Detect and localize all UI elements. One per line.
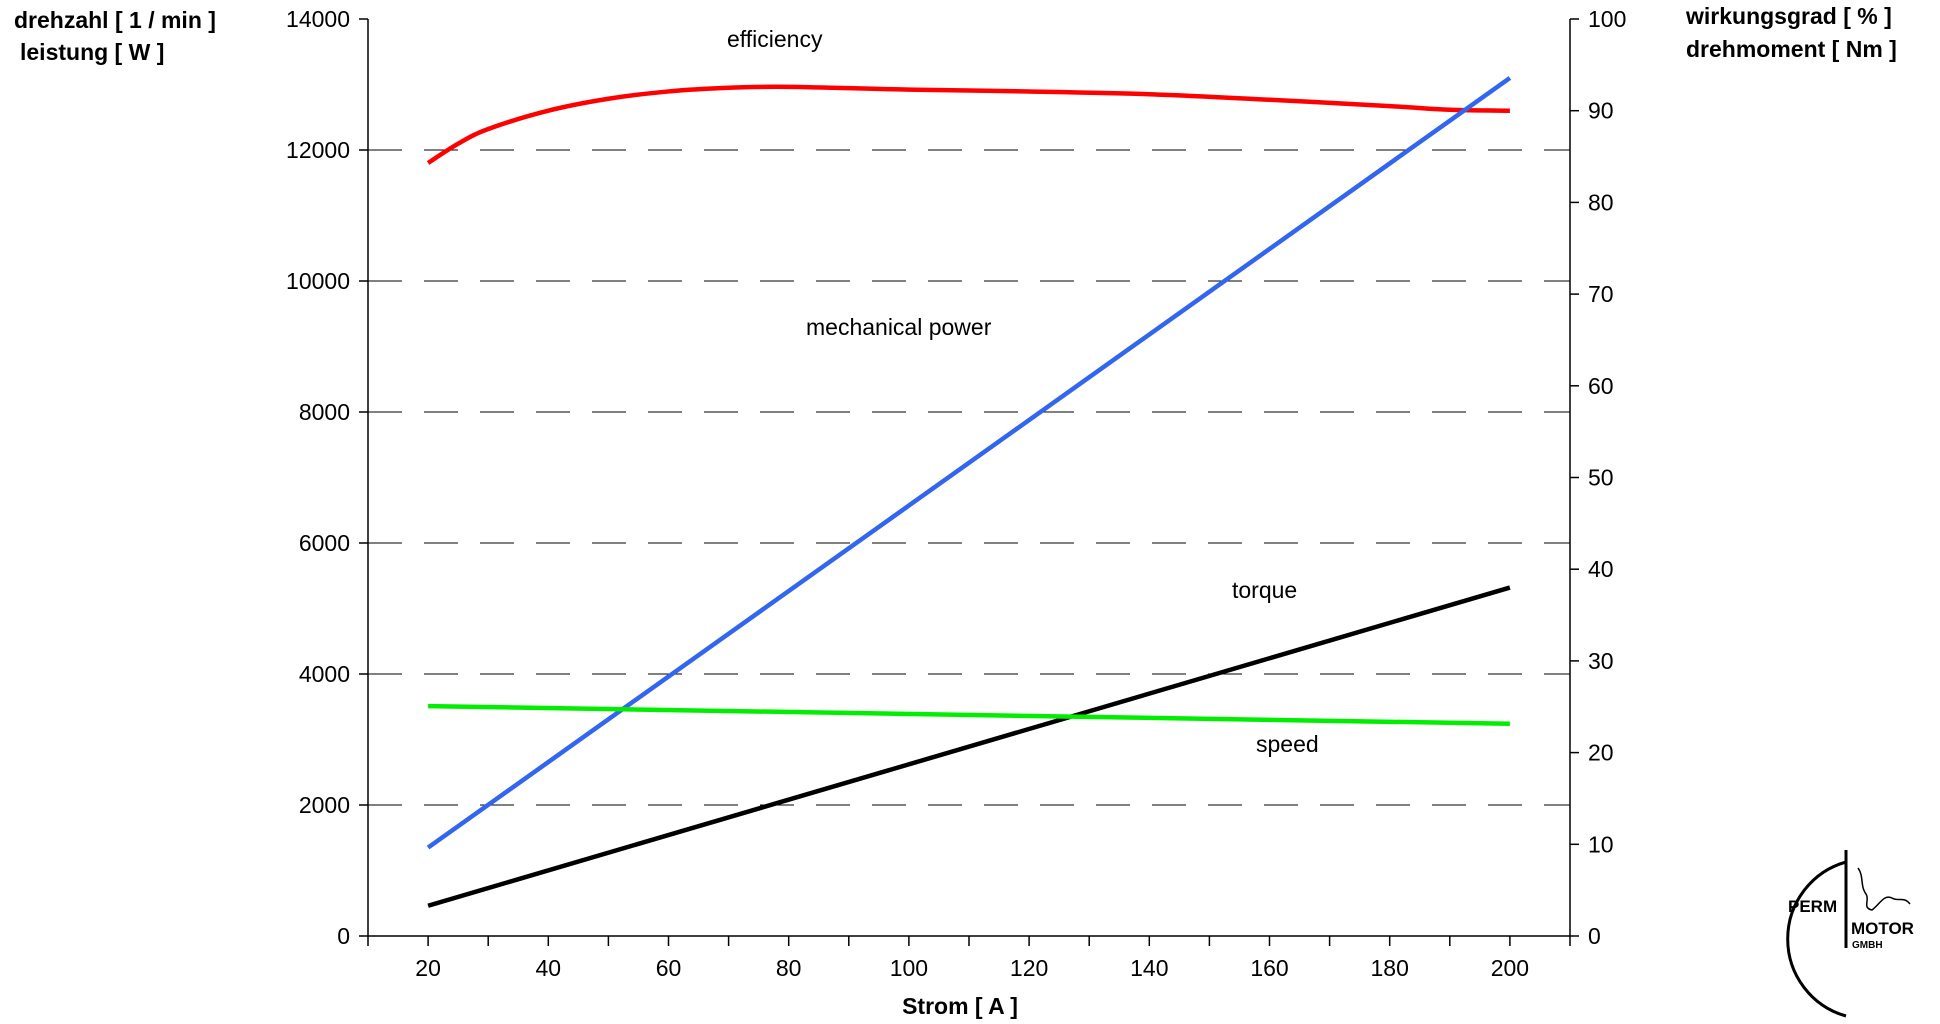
y-right-tick-label: 50 — [1588, 465, 1614, 491]
logo-squiggle — [1857, 867, 1911, 911]
series-lines — [426, 76, 1512, 908]
y-right-tick-label: 10 — [1588, 831, 1614, 857]
y-left-tick-label: 8000 — [299, 399, 350, 425]
y-left-tick-label: 2000 — [299, 792, 350, 818]
perm-motor-logo: PERM MOTOR GMBH — [1786, 850, 1914, 1018]
x-tick-label: 40 — [536, 955, 562, 981]
efficiency-line — [426, 84, 1510, 165]
logo-word-perm: PERM — [1788, 897, 1837, 916]
axes — [359, 18, 1579, 946]
logo-arc — [1786, 860, 1847, 1018]
logo-word-gmbh: GMBH — [1852, 940, 1883, 951]
y-left-title-line2: leistung [ W ] — [20, 39, 164, 65]
y-right-tick-label: 80 — [1588, 189, 1614, 215]
y-right-tick-label: 60 — [1588, 373, 1614, 399]
x-tick-label: 100 — [890, 955, 928, 981]
y-right-tick-label: 40 — [1588, 556, 1614, 582]
y-right-tick-label: 100 — [1588, 6, 1626, 32]
torque-label: torque — [1232, 577, 1297, 603]
x-tick-label: 80 — [776, 955, 802, 981]
x-tick-label: 180 — [1371, 955, 1409, 981]
y-right-title-line1: wirkungsgrad [ % ] — [1685, 3, 1892, 29]
efficiency-label: efficiency — [727, 26, 823, 52]
grid-lines — [368, 149, 1570, 806]
y-right-tick-label: 20 — [1588, 740, 1614, 766]
logo-word-motor: MOTOR — [1851, 919, 1914, 938]
mechanical-power-line — [426, 76, 1512, 850]
y-left-tick-label: 6000 — [299, 530, 350, 556]
mechanical-power-label: mechanical power — [806, 314, 992, 340]
speed-line — [428, 703, 1510, 727]
y-right-tick-label: 70 — [1588, 281, 1614, 307]
x-axis-title: Strom [ A ] — [902, 993, 1018, 1019]
y-left-tick-label: 12000 — [286, 137, 350, 163]
x-tick-label: 160 — [1250, 955, 1288, 981]
y-right-tick-label: 30 — [1588, 648, 1614, 674]
y-left-tick-label: 4000 — [299, 661, 350, 687]
speed-label: speed — [1256, 731, 1319, 757]
x-tick-label: 200 — [1491, 955, 1529, 981]
y-left-tick-label: 14000 — [286, 6, 350, 32]
y-left-title-line1: drehzahl [ 1 / min ] — [14, 7, 216, 33]
y-right-tick-label: 0 — [1588, 923, 1601, 949]
y-left-tick-label: 0 — [337, 923, 350, 949]
y-right-title-line2: drehmoment [ Nm ] — [1686, 36, 1897, 62]
x-tick-label: 60 — [656, 955, 682, 981]
y-right-tick-label: 90 — [1588, 98, 1614, 124]
y-left-tick-label: 10000 — [286, 268, 350, 294]
x-tick-label: 120 — [1010, 955, 1048, 981]
x-tick-label: 20 — [415, 955, 441, 981]
torque-line — [427, 585, 1511, 908]
tick-labels: 0 2000 4000 6000 8000 10000 12000 14000 0 10 20 30 4… — [286, 6, 1626, 981]
x-tick-label: 140 — [1130, 955, 1168, 981]
